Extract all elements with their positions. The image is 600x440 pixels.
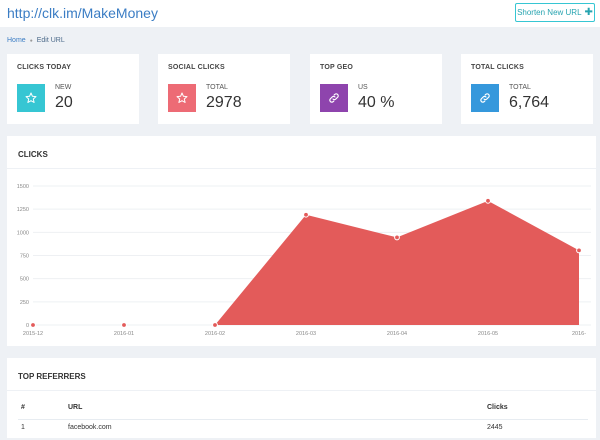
stat-value: 20 — [55, 94, 73, 111]
page-title-url[interactable]: http://clk.im/MakeMoney — [7, 5, 158, 21]
x-tick-label: 2015-12 — [23, 331, 43, 337]
top-referrers-panel: TOP REFERRERS # URL Clicks 1 facebook.co… — [7, 358, 596, 438]
stat-sub-label: NEW — [55, 84, 72, 91]
stat-title: SOCIAL CLICKS — [168, 64, 225, 71]
row-divider — [18, 419, 588, 420]
x-tick-label: 2016-03 — [296, 331, 316, 337]
shorten-new-url-button[interactable]: Shorten New URL ✚ — [515, 3, 595, 22]
row-url[interactable]: facebook.com — [68, 424, 112, 431]
y-tick-label: 1000 — [17, 230, 29, 236]
stat-value: 6,764 — [509, 94, 550, 111]
x-tick-label: 2016-04 — [387, 331, 407, 337]
stat-card-social-clicks: SOCIAL CLICKS TOTAL 2978 — [158, 54, 290, 124]
x-tick-label: 2016-02 — [205, 331, 225, 337]
clicks-area — [33, 200, 579, 325]
stat-title: TOP GEO — [320, 64, 354, 71]
y-tick-label: 1500 — [17, 184, 29, 190]
referrers-table: # URL Clicks 1 facebook.com 2445 — [18, 400, 588, 440]
y-tick-label: 500 — [20, 277, 29, 283]
y-tick-label: 250 — [20, 300, 29, 306]
x-tick-label: 2016- — [572, 331, 586, 337]
data-point — [576, 247, 582, 254]
row-number: 1 — [21, 424, 25, 431]
stat-sub-label: TOTAL — [206, 84, 228, 91]
stat-card-top-geo: TOP GEO US 40 % — [310, 54, 442, 124]
link-icon — [471, 84, 499, 112]
column-header-number: # — [21, 404, 25, 411]
column-header-clicks: Clicks — [487, 404, 508, 411]
data-point — [30, 322, 36, 328]
y-tick-label: 750 — [20, 254, 29, 260]
stat-sub-label: US — [358, 84, 368, 91]
table-row: 1 facebook.com 2445 — [18, 420, 588, 440]
data-point — [121, 322, 127, 328]
column-header-url: URL — [68, 404, 83, 411]
top-bar: http://clk.im/MakeMoney Shorten New URL … — [0, 0, 600, 27]
link-icon — [320, 84, 348, 112]
x-tick-label: 2016-05 — [478, 331, 498, 337]
breadcrumb: Home ● Edit URL — [7, 37, 65, 44]
stat-card-total-clicks: TOTAL CLICKS TOTAL 6,764 — [461, 54, 593, 124]
star-icon — [17, 84, 45, 112]
panel-divider — [7, 168, 596, 169]
shorten-button-label: Shorten New URL — [517, 8, 582, 17]
data-point — [485, 197, 491, 204]
stat-value: 40 % — [358, 94, 395, 111]
clicks-area-chart: 0 250 500 750 1000 1250 1500 2015-12 2016-01 2016… — [17, 184, 591, 337]
panel-divider — [7, 390, 596, 391]
breadcrumb-separator-icon: ● — [29, 37, 33, 44]
breadcrumb-current: Edit URL — [36, 37, 65, 44]
plus-icon: ✚ — [584, 6, 593, 18]
stat-sub-label: TOTAL — [509, 84, 531, 91]
breadcrumb-home-link[interactable]: Home — [7, 37, 26, 44]
clicks-panel: CLICKS 0 250 500 750 1000 1250 1500 2015-12 2016… — [7, 136, 596, 346]
y-tick-label: 0 — [26, 323, 29, 329]
stat-title: TOTAL CLICKS — [471, 64, 524, 71]
stat-card-clicks-today: CLICKS TODAY NEW 20 — [7, 54, 139, 124]
data-point — [394, 234, 400, 241]
stat-title: CLICKS TODAY — [17, 64, 72, 71]
stat-value: 2978 — [206, 94, 242, 111]
top-referrers-title: TOP REFERRERS — [18, 372, 86, 381]
y-tick-label: 1250 — [17, 207, 29, 213]
data-point — [212, 322, 218, 328]
clicks-panel-title: CLICKS — [18, 150, 48, 159]
x-tick-label: 2016-01 — [114, 331, 134, 337]
table-header-row: # URL Clicks — [18, 400, 588, 420]
star-icon — [168, 84, 196, 112]
data-point — [303, 211, 309, 218]
row-clicks: 2445 — [487, 424, 503, 431]
